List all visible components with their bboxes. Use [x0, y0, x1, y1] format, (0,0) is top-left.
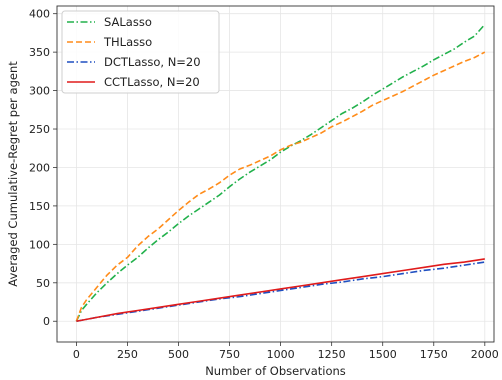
y-tick-label: 350	[29, 46, 50, 59]
x-tick-label: 1500	[369, 348, 397, 361]
grid	[57, 6, 494, 342]
legend-label: SALasso	[104, 15, 152, 29]
y-tick-label: 100	[29, 238, 50, 251]
x-tick-label: 2000	[471, 348, 499, 361]
y-tick-label: 200	[29, 161, 50, 174]
y-tick-label: 250	[29, 123, 50, 136]
legend-label: DCTLasso, N=20	[104, 55, 201, 69]
y-tick-label: 150	[29, 200, 50, 213]
series-line-thlasso	[75, 51, 486, 322]
legend-label: CCTLasso, N=20	[104, 75, 200, 89]
legend-label: THLasso	[103, 35, 152, 49]
x-axis-label: Number of Observations	[205, 364, 346, 378]
series-lines	[75, 23, 486, 323]
x-tick-label: 750	[219, 348, 240, 361]
legend: SALasso THLasso DCTLasso, N=20 CCTLasso, N=…	[61, 10, 220, 94]
series-line-cctlasso-n-20	[76, 258, 485, 323]
y-tick-label: 300	[29, 85, 50, 98]
y-tick-label: 50	[36, 277, 50, 290]
axis-ticks: 0 250 500 750 1000 1250 1500 1750 2000 0 50 100 150 2…	[29, 8, 499, 361]
x-tick-label: 250	[117, 348, 138, 361]
series-line-salasso	[75, 23, 486, 322]
x-tick-label: 0	[73, 348, 80, 361]
x-tick-label: 1000	[267, 348, 295, 361]
y-tick-label: 400	[29, 8, 50, 21]
legend-items: SALasso THLasso DCTLasso, N=20 CCTLasso, N=…	[67, 15, 201, 89]
legend-box	[61, 10, 220, 94]
y-tick-label: 0	[43, 315, 50, 328]
x-tick-label: 1250	[318, 348, 346, 361]
plot-frame	[56, 5, 495, 343]
y-axis-label: Averaged Cumulative-Regret per agent	[6, 61, 20, 287]
x-tick-label: 500	[168, 348, 189, 361]
x-tick-label: 1750	[420, 348, 448, 361]
